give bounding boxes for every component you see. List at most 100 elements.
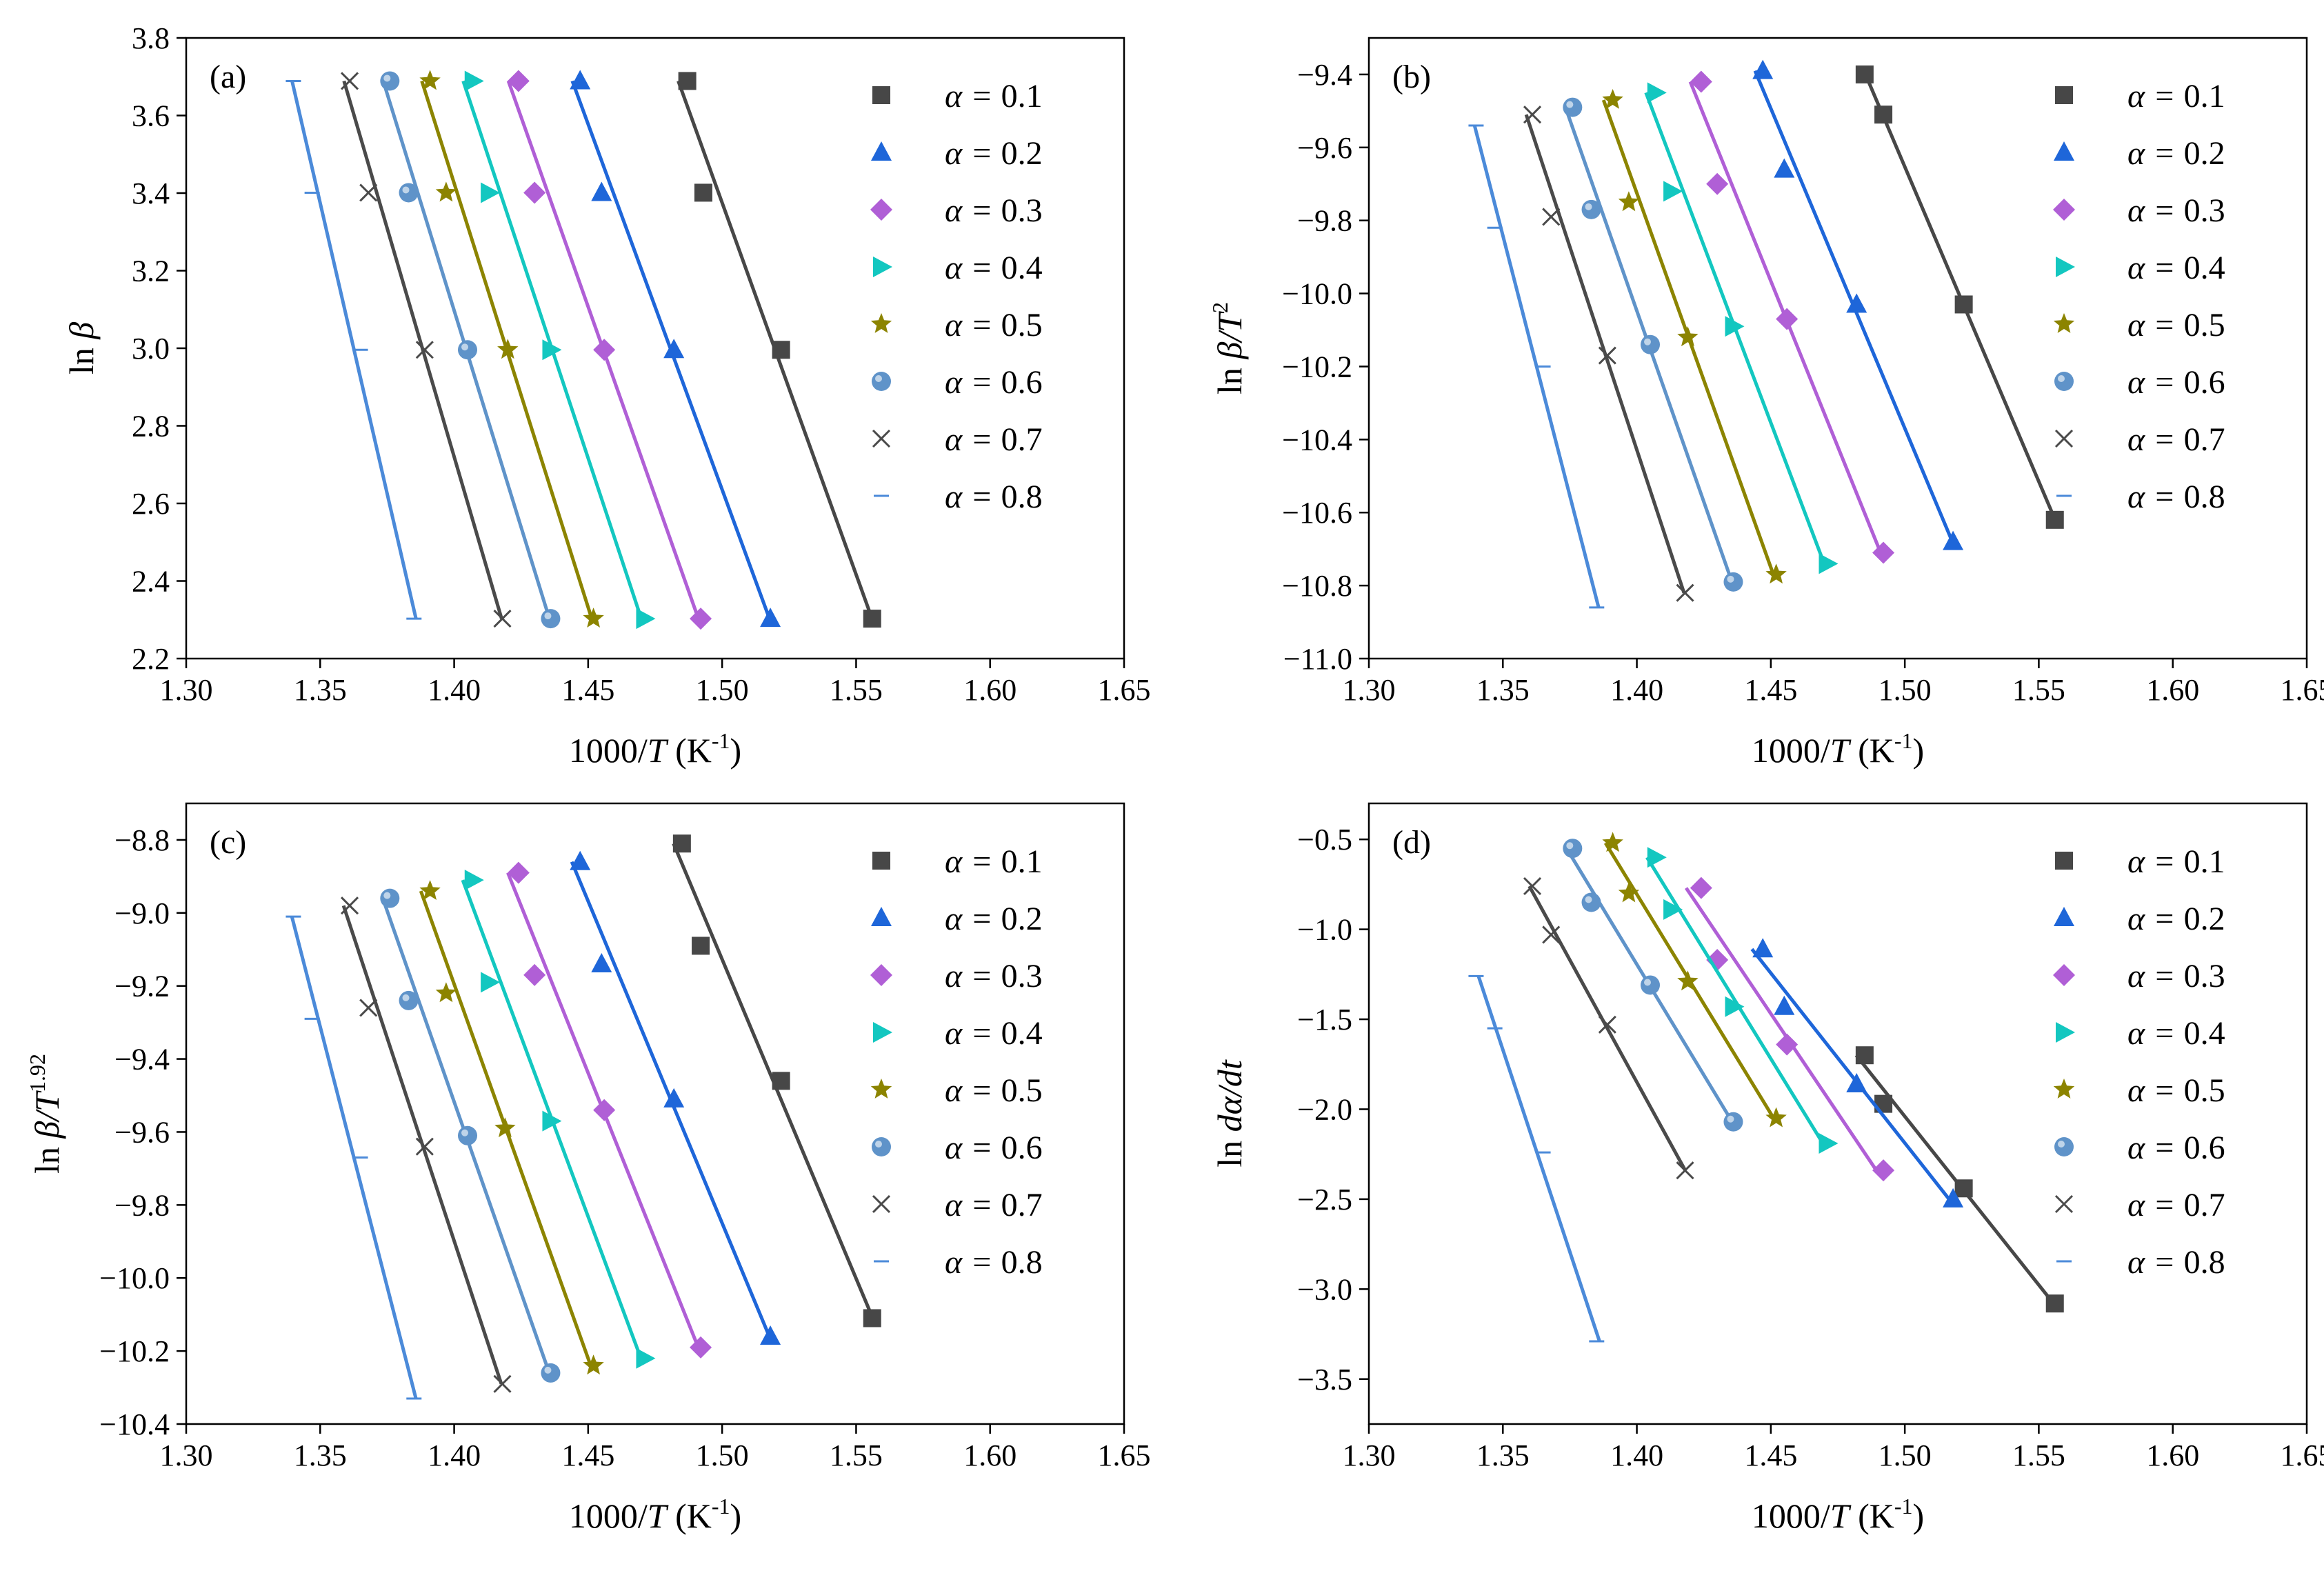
legend-prefix: α = [945, 958, 1001, 994]
data-point [523, 963, 546, 986]
data-point [494, 1117, 516, 1138]
x-tick-label: 1.30 [160, 673, 213, 707]
data-point-highlight [1566, 842, 1574, 850]
legend: α = 0.1α = 0.2α = 0.3α = 0.4α = 0.5α = 0… [870, 843, 1043, 1281]
x-tick-label: 1.50 [1879, 673, 1932, 707]
y-axis-title-var: β/T [1210, 311, 1249, 360]
legend: α = 0.1α = 0.2α = 0.3α = 0.4α = 0.5α = 0… [2053, 843, 2225, 1281]
legend-prefix: α = [2127, 1072, 2184, 1109]
data-point [1647, 847, 1667, 868]
data-point [435, 982, 457, 1003]
y-axis-title: ln β/T1.92 [25, 1054, 66, 1174]
data-point [1943, 530, 1964, 550]
legend-label: α = 0.3 [2127, 192, 2225, 229]
legend-marker [2055, 86, 2073, 104]
data-point [507, 861, 530, 884]
data-point [464, 870, 484, 891]
data-point [1776, 1033, 1799, 1056]
legend-value: 0.1 [1001, 78, 1043, 114]
x-axis-title-close: ) [730, 1496, 741, 1535]
data-point [2045, 1294, 2064, 1313]
y-tick-label: −3.0 [1297, 1272, 1352, 1306]
legend-label: α = 0.3 [945, 958, 1043, 994]
data-point-highlight [461, 1129, 468, 1136]
series-alpha-0.1 [677, 72, 881, 628]
legend-value: 0.2 [1001, 901, 1043, 937]
data-point [760, 1325, 781, 1345]
y-axis-title-main: ln [62, 339, 101, 374]
y-axis-title: ln β/T2 [1208, 302, 1249, 394]
data-point [772, 1072, 790, 1090]
data-point [359, 999, 378, 1017]
data-point [493, 610, 512, 628]
x-tick-label: 1.60 [2146, 1439, 2199, 1472]
legend-label: α = 0.4 [945, 1015, 1043, 1052]
data-point [1523, 876, 1542, 896]
data-point [1943, 1188, 1964, 1208]
data-point [593, 1099, 616, 1121]
legend-value: 0.8 [1001, 1244, 1043, 1281]
legend-label: α = 0.4 [945, 250, 1043, 286]
legend-prefix: α = [2127, 78, 2184, 114]
legend-marker [2053, 964, 2075, 986]
data-point [1690, 70, 1712, 93]
x-axis-title-main: 1000/ [569, 731, 648, 770]
legend-label: α = 0.2 [945, 901, 1043, 937]
x-tick-label: 1.45 [561, 673, 614, 707]
x-axis-title-var: T [648, 1496, 669, 1535]
legend-prefix: α = [945, 1015, 1001, 1052]
x-axis-title-main: 1000/ [1752, 1496, 1830, 1535]
legend-marker-highlight [2058, 375, 2065, 382]
data-point [464, 70, 484, 92]
y-tick-label: −2.0 [1297, 1092, 1352, 1126]
legend-value: 0.6 [2184, 1130, 2225, 1166]
legend-label: α = 0.7 [2127, 1187, 2225, 1223]
legend-label: α = 0.8 [945, 479, 1043, 515]
series-alpha-0.6 [380, 71, 561, 629]
series-alpha-0.5 [1601, 89, 1787, 584]
data-point-highlight [1585, 896, 1592, 903]
legend-value: 0.1 [2184, 843, 2225, 880]
data-point [458, 340, 477, 360]
chart-panel-a: 1.30 1.35 1.40 1.45 1.50 1.55 1.60 1.65 2.2 2.4 2.… [62, 21, 1151, 770]
legend-prefix: α = [945, 479, 1001, 515]
data-point-highlight [544, 1366, 552, 1374]
legend-prefix: α = [945, 1072, 1001, 1109]
legend-prefix: α = [945, 364, 1001, 401]
x-axis-title-sup: -1 [712, 1494, 730, 1519]
data-point [435, 181, 457, 202]
data-point-highlight [1644, 338, 1651, 345]
x-axis-title-unit: (K [667, 731, 712, 770]
data-point [1602, 832, 1623, 852]
data-point [415, 1137, 434, 1156]
x-tick-label: 1.65 [1098, 1439, 1151, 1472]
series-alpha-0.8 [286, 79, 422, 620]
legend-prefix: α = [2127, 479, 2184, 515]
legend-label: α = 0.8 [2127, 479, 2225, 515]
data-point [760, 608, 781, 628]
legend-prefix: α = [945, 1244, 1001, 1281]
x-axis-title-close: ) [1912, 731, 1924, 770]
legend-label: α = 0.8 [2127, 1244, 2225, 1281]
data-point [1563, 97, 1583, 117]
x-tick-label: 1.55 [830, 673, 883, 707]
legend-prefix: α = [945, 1130, 1001, 1166]
x-tick-label: 1.60 [963, 1439, 1016, 1472]
data-point [690, 608, 712, 630]
y-tick-label: −3.5 [1297, 1363, 1352, 1396]
series-alpha-0.6 [1563, 97, 1743, 592]
legend-prefix: α = [2127, 364, 2184, 401]
legend-prefix: α = [2127, 421, 2184, 458]
legend-prefix: α = [2127, 135, 2184, 172]
data-point [415, 341, 434, 359]
x-axis-title-unit: (K [1850, 731, 1894, 770]
data-point [1677, 326, 1699, 347]
y-tick-label: −1.5 [1297, 1003, 1352, 1036]
data-point [340, 896, 359, 915]
data-point [2045, 510, 2064, 529]
data-point [1774, 158, 1795, 178]
data-point [419, 70, 441, 90]
series-alpha-0.4 [461, 870, 656, 1369]
x-axis-title-sup: -1 [712, 728, 730, 753]
series-alpha-0.7 [340, 72, 512, 628]
